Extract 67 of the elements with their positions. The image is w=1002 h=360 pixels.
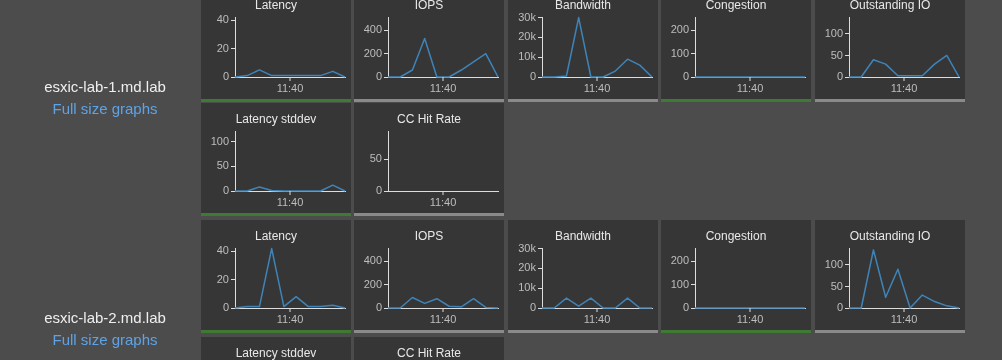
chart-title: CC Hit Rate [396, 112, 462, 126]
y-tick-label: 0 [222, 301, 229, 314]
y-tick-label: 30k [518, 10, 537, 23]
text: 11:40 [429, 312, 457, 325]
y-tick-label: 100 [824, 257, 843, 270]
y-tick-label: 0 [222, 70, 229, 83]
text: 11:40 [276, 81, 304, 94]
chart-title: Outstanding IO [848, 0, 932, 12]
y-tick-label: 0 [529, 301, 536, 314]
chart-title: Latency [254, 0, 298, 12]
y-tick-label: 50 [830, 48, 843, 61]
chart-title: Congestion [704, 229, 768, 243]
chart-title: Latency stddev [234, 112, 318, 126]
y-tick-label: 0 [836, 301, 843, 314]
y-tick-label: 50 [369, 152, 382, 165]
y-tick-label: 50 [830, 279, 843, 292]
chart-title: IOPS [413, 229, 445, 243]
text: 11:40 [583, 81, 611, 94]
text: esxic-lab-1.md.lab [43, 78, 167, 95]
y-tick-label: 100 [670, 277, 689, 290]
y-tick-label: 10k [518, 281, 537, 294]
text: 11:40 [890, 81, 918, 94]
y-tick-label: 30k [518, 241, 537, 254]
y-tick-label: 0 [682, 301, 689, 314]
text: 11:40 [429, 195, 457, 208]
chart-title: Bandwidth [553, 0, 612, 12]
y-tick-label: 200 [670, 23, 689, 36]
y-tick-label: 0 [375, 70, 382, 83]
y-tick-label: 20 [216, 41, 229, 54]
y-tick-label: 50 [216, 159, 229, 172]
y-tick-label: 400 [363, 23, 382, 36]
y-tick-label: 0 [375, 184, 382, 197]
y-tick-label: 10k [518, 50, 537, 63]
y-tick-label: 400 [363, 254, 382, 267]
y-tick-label: 0 [836, 70, 843, 83]
text: 11:40 [736, 312, 764, 325]
y-tick-label: 0 [682, 70, 689, 83]
text: esxic-lab-2.md.lab [43, 309, 167, 326]
text: CC Hit Rate [396, 346, 462, 360]
text: 11:40 [890, 312, 918, 325]
y-tick-label: 200 [363, 277, 382, 290]
y-tick-label: 40 [216, 13, 229, 26]
text: 11:40 [276, 195, 304, 208]
y-tick-label: 100 [210, 134, 229, 147]
text: Full size graphs [51, 100, 159, 117]
y-tick-label: 20k [518, 261, 537, 274]
chart-title: Latency [254, 229, 298, 243]
text: 11:40 [276, 312, 304, 325]
y-tick-label: 20 [216, 272, 229, 285]
text: 11:40 [736, 81, 764, 94]
y-tick-label: 0 [375, 301, 382, 314]
chart-title: Outstanding IO [848, 229, 932, 243]
text: Latency stddev [234, 346, 318, 360]
chart-title: Bandwidth [553, 229, 612, 243]
chart-title: Congestion [704, 0, 768, 12]
y-tick-label: 20k [518, 30, 537, 43]
chart-title: IOPS [413, 0, 445, 12]
y-tick-label: 100 [824, 26, 843, 39]
text: Full size graphs [51, 331, 159, 348]
text: 11:40 [583, 312, 611, 325]
y-tick-label: 40 [216, 244, 229, 257]
text: 11:40 [429, 81, 457, 94]
y-tick-label: 200 [670, 254, 689, 267]
y-tick-label: 200 [363, 46, 382, 59]
y-tick-label: 0 [529, 70, 536, 83]
y-tick-label: 0 [222, 184, 229, 197]
y-tick-label: 100 [670, 46, 689, 59]
